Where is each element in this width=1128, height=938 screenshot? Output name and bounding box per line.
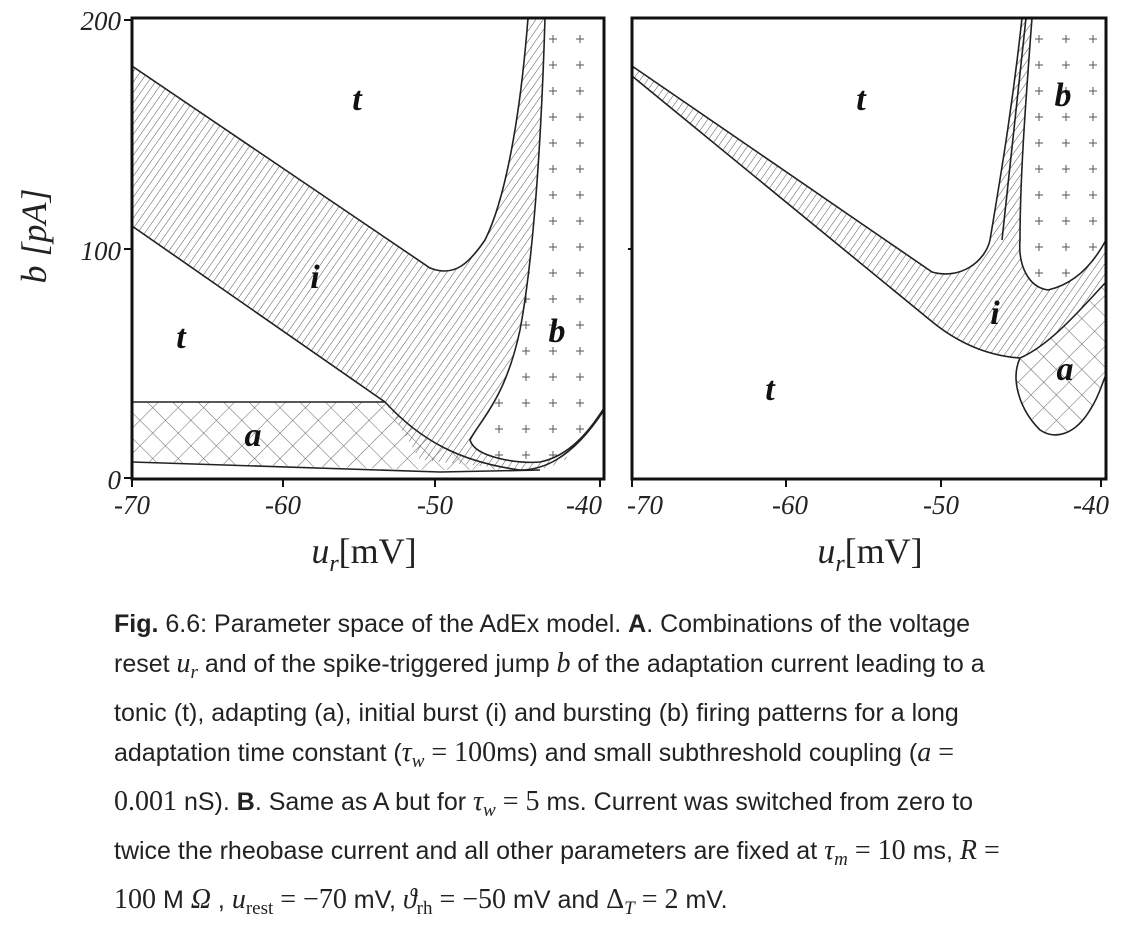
panel-a-x-tick-0: -70 — [114, 490, 150, 520]
panel-b — [632, 18, 1106, 436]
panel-b-region-i — [632, 18, 1106, 358]
caption-text: . Same as A but for — [254, 788, 473, 816]
panel-a-region-a — [132, 402, 520, 470]
math-tau-w1: τw = 100 — [401, 737, 497, 772]
panel-b-x-tick-3: -40 — [1073, 490, 1109, 520]
panel-a-label-t-left: t — [176, 319, 187, 356]
math-theta: ϑrh = −50 — [402, 884, 507, 919]
math-a: a = 0.001 — [114, 737, 955, 817]
adex-parameter-figure: b [pA] 200 100 0 -70 -60 -50 -40 t t — [14, 6, 1109, 577]
panel-a-x-tick-1: -60 — [265, 490, 301, 520]
math-b: b — [556, 648, 571, 679]
math-ur: ur — [176, 648, 198, 683]
caption-text: nS). — [177, 788, 237, 816]
panel-b-x-tick-1: -60 — [772, 490, 808, 520]
caption-text: . Combinations of the voltage reset — [114, 610, 971, 678]
panel-a-label-a: a — [245, 417, 262, 454]
y-axis-label: b [pA] — [14, 188, 54, 283]
panel-a — [132, 18, 604, 473]
panel-a-x-tick-2: -50 — [417, 490, 453, 520]
panel-b-label-a: a — [1057, 351, 1074, 388]
panel-b-region-a — [1016, 282, 1106, 435]
caption-text: , — [210, 886, 232, 914]
panel-b-label-t-bottom: t — [765, 371, 776, 408]
math-tau-m: τm = 10 — [824, 835, 906, 870]
panel-b-x-axis-label: ur[mV] — [817, 531, 922, 577]
panel-a-region-i — [132, 18, 570, 471]
panel-a-label-b: b — [549, 313, 566, 350]
math-tau-w2: τw = 5 — [473, 786, 540, 821]
caption-text: M — [156, 886, 191, 914]
panel-a-label-i: i — [310, 259, 320, 296]
panel-a-y-tick-0: 0 — [108, 465, 122, 495]
figure-caption: Fig. 6.6: Parameter space of the AdEx mo… — [114, 604, 1024, 929]
math-delta: ΔT = 2 — [606, 884, 679, 919]
panel-b-x-tick-2: -50 — [923, 490, 959, 520]
panel-a-x-axis-label: ur[mV] — [311, 531, 416, 577]
math-r: R = 100 — [114, 835, 1000, 915]
caption-a-label: A — [628, 610, 647, 638]
caption-text: mV, — [346, 886, 403, 914]
panel-b-region-b — [1019, 18, 1106, 290]
caption-text: ms) and small subthreshold coupling ( — [496, 739, 918, 767]
caption-b-label: B — [236, 788, 255, 816]
panel-a-y-tick-100: 100 — [81, 236, 122, 266]
caption-text: and of the spike-triggered jump — [197, 650, 557, 678]
caption-text: mV and — [506, 886, 607, 914]
panel-b-x-tick-0: -70 — [627, 490, 663, 520]
caption-text: mV. — [678, 886, 728, 914]
caption-text: ms, — [905, 837, 960, 865]
panel-a-region-b — [470, 18, 604, 463]
caption-fig-label: Fig. — [114, 610, 159, 638]
panel-b-label-t-top: t — [856, 81, 867, 118]
caption-text: of the adaptation current leading to a t… — [114, 650, 985, 767]
math-omega: Ω — [190, 884, 211, 915]
panel-b-label-b: b — [1055, 77, 1072, 114]
panel-a-label-t-top: t — [352, 81, 363, 118]
caption-title: 6.6: Parameter space of the AdEx model. — [158, 610, 629, 638]
panel-a-y-tick-200: 200 — [81, 6, 122, 36]
math-urest: urest = −70 — [231, 884, 347, 919]
panel-b-label-i: i — [990, 295, 1000, 332]
caption-text: ms. Current was switched from zero to tw… — [114, 788, 973, 865]
panel-a-x-tick-3: -40 — [566, 490, 602, 520]
